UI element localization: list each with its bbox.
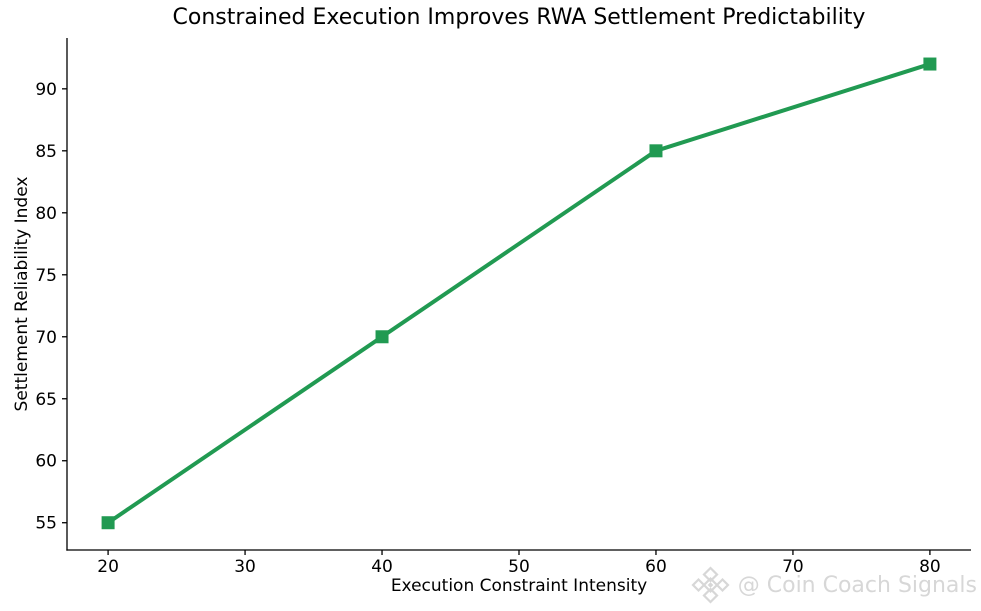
data-point-marker bbox=[101, 516, 115, 530]
chart-title: Constrained Execution Improves RWA Settl… bbox=[172, 5, 866, 30]
y-tick-label: 80 bbox=[35, 204, 57, 224]
watermark-text: @ Coin Coach Signals bbox=[737, 572, 977, 598]
x-tick-label: 20 bbox=[97, 557, 119, 577]
data-point-marker bbox=[923, 57, 937, 71]
x-tick-label: 80 bbox=[919, 557, 941, 577]
y-tick-label: 75 bbox=[35, 266, 57, 286]
x-tick-label: 30 bbox=[234, 557, 256, 577]
y-tick-label: 65 bbox=[35, 390, 57, 410]
diamond-logo-icon bbox=[691, 566, 730, 604]
data-point-marker bbox=[649, 144, 663, 158]
y-tick-label: 60 bbox=[35, 452, 57, 472]
x-axis-label: Execution Constraint Intensity bbox=[390, 576, 648, 596]
x-tick-label: 70 bbox=[782, 557, 804, 577]
watermark: @ Coin Coach Signals bbox=[690, 566, 977, 604]
data-point-marker bbox=[375, 330, 389, 344]
x-tick-label: 60 bbox=[645, 557, 667, 577]
y-tick-label: 90 bbox=[35, 80, 57, 100]
y-tick-label: 70 bbox=[35, 328, 57, 348]
data-line bbox=[106, 62, 932, 525]
x-tick-label: 40 bbox=[371, 557, 393, 577]
y-tick-label: 55 bbox=[35, 514, 57, 534]
y-tick-label: 85 bbox=[35, 142, 57, 162]
x-tick-label: 50 bbox=[508, 557, 530, 577]
